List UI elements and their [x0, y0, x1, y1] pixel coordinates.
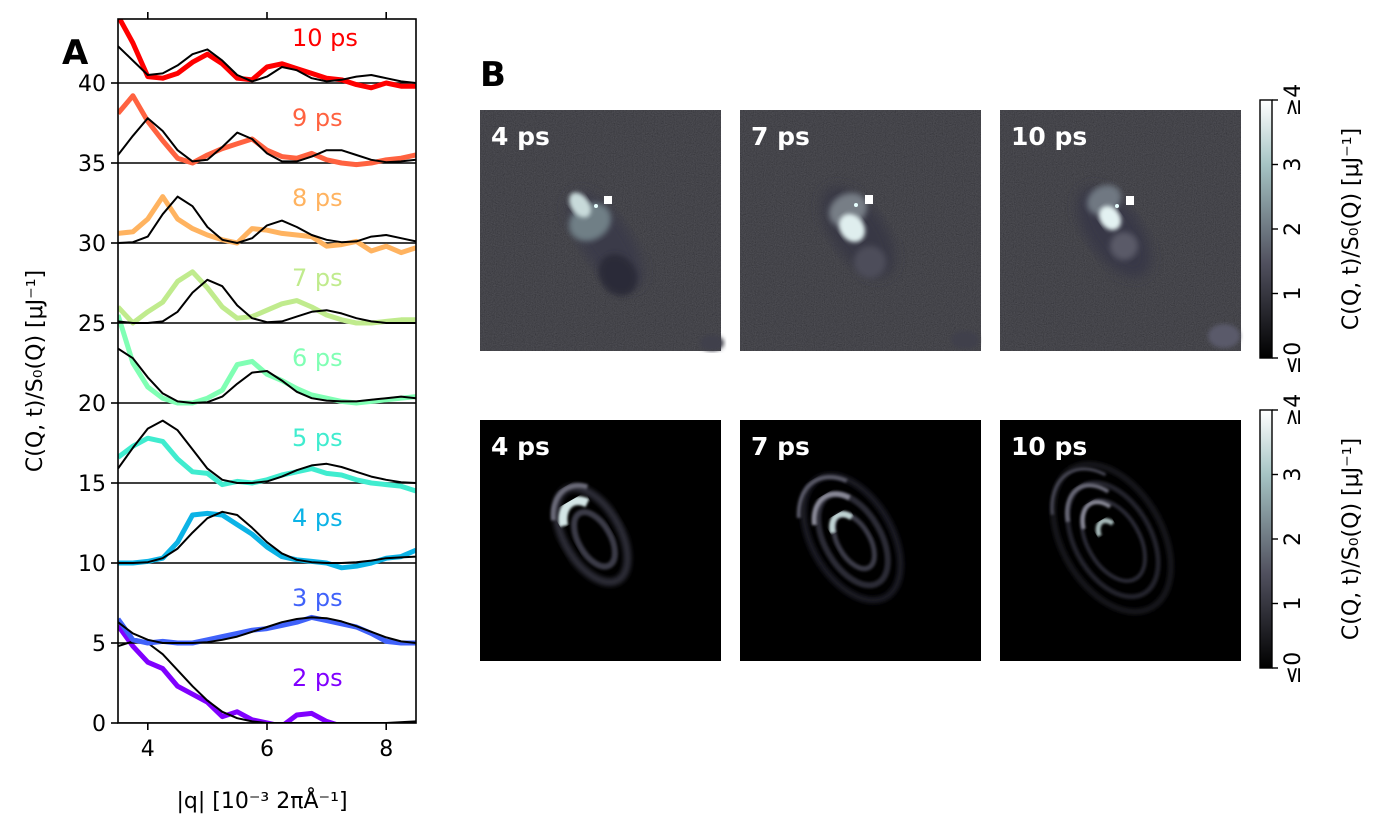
series-label-bg-5ps [286, 424, 362, 455]
series-label-7ps: 7 ps [292, 264, 343, 292]
y-tick-label: 0 [92, 712, 106, 737]
colorbar-top-label: C(Q, t)/S₀(Q) [μJ⁻¹] [1339, 128, 1364, 330]
data-line-6ps [118, 314, 416, 406]
y-tick-label: 20 [78, 392, 106, 417]
series-label-4ps: 4 ps [292, 504, 343, 532]
series-label-8ps: 8 ps [292, 184, 343, 212]
x-tick-label: 4 [141, 737, 155, 762]
measured-map-4ps: 4 ps [480, 110, 724, 351]
panel-a-plot-lines [118, 19, 416, 723]
data-line-4ps [118, 510, 416, 571]
y-tick-label: 10 [78, 552, 106, 577]
colorbar-top: ≤0 1 2 3 ≥4 C(Q, t)/S₀(Q) [μJ⁻¹] [1259, 84, 1364, 374]
x-tick-label: 8 [379, 737, 393, 762]
data-line-8ps [118, 194, 416, 256]
colorbar-tick-label: ≥4 [1281, 84, 1306, 116]
colorbar-tick-label: ≤0 [1281, 342, 1306, 374]
model-line-3ps [118, 616, 416, 644]
panel-a-x-ticks: 4 6 8 [141, 12, 393, 762]
data-line-3ps [118, 614, 416, 646]
panel-a-series-labels: 2 ps 3 ps 4 ps 5 ps 6 ps 7 ps 8 ps 9 ps 10 ps [286, 24, 362, 695]
y-tick-label: 5 [92, 632, 106, 657]
measured-title-10ps: 10 ps [1011, 122, 1087, 151]
simulated-map-7ps: 7 ps [740, 420, 981, 661]
series-label-bg-6ps [286, 344, 362, 375]
colorbar-tick-label: ≥4 [1281, 394, 1306, 426]
series-label-bg-7ps [286, 264, 362, 295]
colorbar-tick-label: 2 [1281, 222, 1306, 236]
measured-title-7ps: 7 ps [751, 122, 810, 151]
simulated-title-7ps: 7 ps [751, 432, 810, 461]
y-tick-label: 25 [78, 312, 106, 337]
panel-a-y-ticks: 0 5 10 15 20 25 30 35 40 [78, 72, 118, 737]
model-line-8ps [118, 195, 416, 244]
series-label-bg-9ps [286, 104, 362, 135]
panel-a-y-axis-label: C(Q, t)/S₀(Q) [μJ⁻¹] [23, 270, 48, 472]
y-tick-label: 35 [78, 152, 106, 177]
y-tick-label: 30 [78, 232, 106, 257]
series-label-3ps: 3 ps [292, 584, 343, 612]
colorbar-tick-label: ≤0 [1281, 652, 1306, 684]
series-label-bg-4ps [286, 504, 362, 535]
model-line-9ps [118, 117, 416, 164]
series-label-bg-10ps [286, 24, 362, 55]
simulated-title-4ps: 4 ps [491, 432, 550, 461]
model-line-10ps [118, 45, 416, 84]
y-tick-label: 15 [78, 472, 106, 497]
data-line-2ps [118, 623, 416, 723]
colorbar-tick-label: 2 [1281, 532, 1306, 546]
colorbar-tick-label: 1 [1281, 287, 1306, 301]
model-line-5ps [118, 419, 416, 484]
model-line-4ps [118, 510, 416, 564]
model-line-2ps [118, 640, 416, 723]
panel-b-label: B [480, 55, 506, 95]
data-line-10ps [118, 19, 416, 91]
x-tick-label: 6 [260, 737, 274, 762]
series-label-bg-2ps [286, 664, 362, 695]
data-line-5ps [118, 435, 416, 494]
y-tick-label: 40 [78, 72, 106, 97]
data-line-7ps [118, 269, 416, 326]
series-label-10ps: 10 ps [292, 24, 358, 52]
colorbar-bottom: ≤0 1 2 3 ≥4 C(Q, t)/S₀(Q) [μJ⁻¹] [1259, 394, 1364, 684]
colorbar-bottom-label: C(Q, t)/S₀(Q) [μJ⁻¹] [1339, 438, 1364, 640]
data-line-9ps [118, 93, 416, 168]
series-label-6ps: 6 ps [292, 344, 343, 372]
colorbar-tick-label: 3 [1281, 158, 1306, 172]
panel-a-label: A [62, 33, 89, 73]
measured-title-4ps: 4 ps [491, 122, 550, 151]
simulated-map-10ps: 10 ps [1000, 420, 1241, 661]
series-label-bg-3ps [286, 584, 362, 615]
series-label-2ps: 2 ps [292, 664, 343, 692]
simulated-map-4ps: 4 ps [480, 420, 721, 661]
measured-map-7ps: 7 ps [740, 110, 981, 351]
colorbar-tick-label: 3 [1281, 468, 1306, 482]
colorbar-tick-label: 1 [1281, 597, 1306, 611]
series-label-9ps: 9 ps [292, 104, 343, 132]
model-line-6ps [118, 347, 416, 404]
simulated-title-10ps: 10 ps [1011, 432, 1087, 461]
model-line-7ps [118, 278, 416, 324]
series-label-bg-8ps [286, 184, 362, 215]
series-label-5ps: 5 ps [292, 424, 343, 452]
panel-a-x-axis-label: |q| [10⁻³ 2πÅ⁻¹] [176, 787, 347, 814]
measured-map-10ps: 10 ps [1000, 110, 1241, 351]
